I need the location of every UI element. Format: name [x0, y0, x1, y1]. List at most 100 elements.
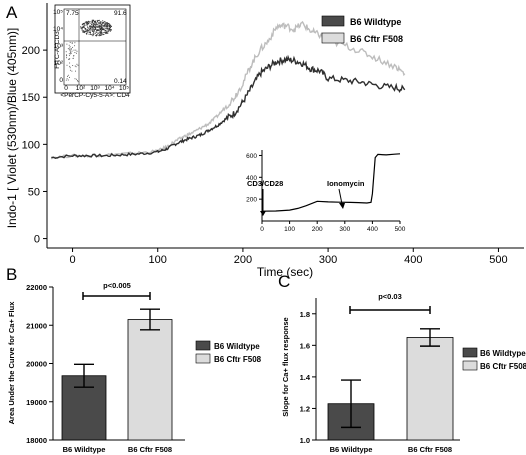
flow-event-dot — [69, 51, 71, 53]
flow-event-dot — [84, 21, 86, 23]
flow-event-dot — [86, 33, 88, 35]
flow-event-dot — [89, 20, 91, 23]
flow-event-dot — [70, 49, 72, 50]
flow-event-dot — [98, 19, 100, 21]
flow-event-dot — [91, 34, 93, 36]
flow-event-dot — [95, 24, 97, 26]
flow-event-dot — [92, 28, 94, 30]
b-y-tick-label: 19000 — [26, 398, 47, 407]
flow-event-dot — [105, 23, 107, 25]
flow-event-dot — [66, 43, 68, 45]
a-x-tick-label: 500 — [489, 254, 507, 266]
flow-event-dot — [103, 33, 105, 35]
flow-event-dot — [90, 21, 92, 23]
annotation-cd3cd28: CD3/CD28 — [247, 179, 283, 188]
b-bar-cftr — [127, 319, 173, 441]
c-y-tick-label: 1.8 — [300, 310, 310, 319]
flow-event-dot — [87, 32, 89, 34]
flow-event-dot — [97, 19, 99, 22]
flow-event-dot — [85, 28, 87, 30]
flow-event-dot — [86, 23, 89, 26]
flow-event-dot — [91, 19, 93, 21]
flow-event-dot — [86, 22, 88, 24]
trace-y-tick-label: 600 — [246, 153, 257, 160]
c-y-tick-label: 1.2 — [300, 404, 310, 413]
flow-event-dot — [85, 24, 87, 26]
flow-event-dot — [66, 64, 68, 66]
flow-event-dot — [101, 33, 103, 35]
flow-event-dot — [88, 22, 90, 24]
flow-event-dot — [87, 25, 89, 27]
flow-event-dot — [98, 24, 100, 26]
flow-event-dot — [105, 21, 107, 24]
flow-event-dot — [84, 24, 86, 26]
flow-event-dot — [103, 26, 105, 28]
flow-event-dot — [69, 67, 71, 69]
flow-event-dot — [101, 24, 103, 26]
panel-letter-b: B — [6, 265, 17, 284]
flow-event-dot — [104, 22, 106, 24]
flow-event-dot — [102, 22, 104, 24]
flow-event-dot — [94, 21, 96, 24]
flow-event-dot — [75, 78, 77, 80]
flow-quadrant-ul: 7.75 — [66, 10, 79, 17]
panel-letter-c: C — [278, 272, 290, 291]
flow-event-dot — [93, 25, 95, 27]
flow-event-dot — [95, 31, 97, 33]
flow-event-dot — [94, 20, 96, 22]
flow-event-dot — [101, 26, 103, 28]
a-y-tick-label: 50 — [28, 186, 40, 198]
flow-event-dot — [74, 42, 76, 44]
flow-event-dot — [67, 48, 69, 50]
c-y-tick-label: 1.6 — [300, 341, 310, 350]
trace-x-tick-label: 400 — [367, 226, 378, 233]
flow-event-dot — [102, 25, 105, 27]
flow-event-dot — [77, 64, 79, 66]
flow-event-dot — [104, 24, 106, 26]
flow-event-dot — [69, 65, 71, 67]
arrowhead-cd3cd28 — [260, 211, 266, 216]
c-legend-swatch-cftr — [462, 360, 478, 371]
a-x-tick-label: 200 — [234, 254, 252, 266]
flow-y-tick-label: 10⁵ — [53, 9, 63, 16]
flow-event-dot — [109, 25, 112, 27]
flow-event-dot — [76, 80, 78, 81]
b-legend-label-cftr: B6 Cftr F508 — [214, 355, 262, 364]
flow-event-dot — [83, 25, 85, 28]
flow-event-dot — [86, 30, 88, 32]
arrowhead-ionomycin — [339, 203, 345, 209]
flow-event-dot — [96, 19, 98, 21]
flow-event-dot — [89, 27, 92, 29]
flow-event-dot — [106, 31, 108, 33]
flow-dots — [65, 19, 113, 83]
b-y-axis-label: Area Under the Curve for Ca+ Flux — [7, 301, 16, 425]
flow-event-dot — [69, 47, 71, 49]
flow-event-dot — [96, 34, 98, 36]
flow-event-dot — [107, 31, 109, 33]
flow-event-dot — [102, 23, 104, 25]
flow-event-dot — [107, 27, 109, 29]
flow-event-dot — [94, 23, 96, 25]
flow-event-dot — [99, 25, 101, 27]
flow-event-dot — [99, 31, 101, 33]
flow-event-dot — [80, 26, 82, 28]
flow-event-dot — [108, 25, 111, 27]
flow-event-dot — [69, 62, 71, 64]
flow-event-dot — [80, 28, 82, 30]
flow-event-dot — [68, 53, 70, 55]
flow-event-dot — [92, 22, 94, 25]
flow-event-dot — [93, 30, 95, 32]
flow-event-dot — [69, 69, 71, 71]
flow-event-dot — [96, 29, 98, 31]
chart-a: 0 50 100 150 200 0 100 200 300 400 500 Indo-1 [ V… — [5, 3, 524, 279]
flow-quadrant-ur: 91.6 — [114, 10, 127, 17]
c-y-tick-label: 1.4 — [300, 373, 311, 382]
b-y-tick-label: 20000 — [26, 360, 47, 369]
flow-event-dot — [81, 28, 83, 30]
flow-x-tick-label: 10⁵ — [119, 85, 129, 92]
b-p-value: p<0.005 — [103, 281, 131, 290]
a-series-line-wildtype — [51, 54, 406, 159]
flow-event-dot — [66, 57, 68, 59]
flow-event-dot — [87, 29, 90, 31]
